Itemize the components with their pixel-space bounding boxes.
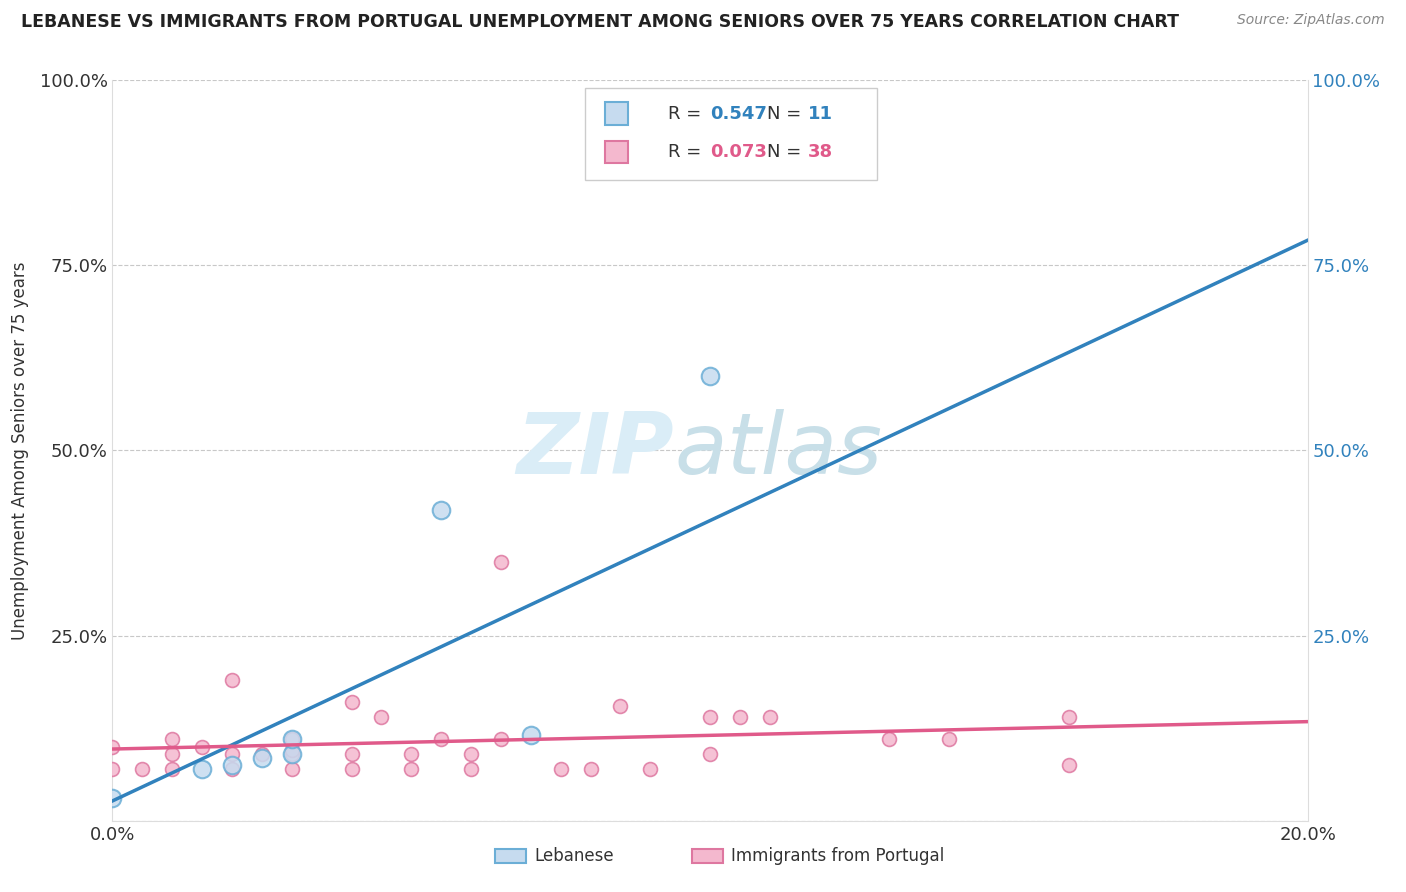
Text: N =: N = <box>768 104 807 122</box>
Point <box>281 732 304 747</box>
Text: N =: N = <box>768 143 807 161</box>
Point <box>162 747 183 761</box>
Point <box>221 762 243 776</box>
FancyBboxPatch shape <box>585 87 877 180</box>
Point <box>430 502 453 516</box>
Point <box>221 758 243 772</box>
Point <box>1057 710 1080 724</box>
Point <box>1057 758 1080 772</box>
Point <box>281 762 304 776</box>
Point <box>101 762 124 776</box>
Point <box>401 747 423 761</box>
Point <box>281 732 304 747</box>
Point <box>281 747 304 761</box>
Point <box>370 710 392 724</box>
Point <box>938 732 960 747</box>
Point <box>221 747 243 761</box>
FancyBboxPatch shape <box>605 103 628 125</box>
FancyBboxPatch shape <box>605 141 628 163</box>
Point <box>162 732 183 747</box>
Text: 0.547: 0.547 <box>710 104 766 122</box>
Point <box>281 743 304 757</box>
Text: atlas: atlas <box>675 409 882 492</box>
Point <box>250 750 273 764</box>
Point <box>191 739 214 754</box>
Point <box>699 369 721 384</box>
Point <box>520 729 543 743</box>
Text: 38: 38 <box>808 143 834 161</box>
Point <box>609 698 631 713</box>
Point <box>550 762 572 776</box>
Point <box>699 710 721 724</box>
Text: 11: 11 <box>808 104 832 122</box>
Point <box>340 762 363 776</box>
Y-axis label: Unemployment Among Seniors over 75 years: Unemployment Among Seniors over 75 years <box>10 261 28 640</box>
Point <box>460 747 482 761</box>
Point <box>879 732 901 747</box>
Point <box>489 732 512 747</box>
Text: Source: ZipAtlas.com: Source: ZipAtlas.com <box>1237 13 1385 28</box>
Text: R =: R = <box>668 104 707 122</box>
Point <box>728 710 751 724</box>
Point <box>101 739 124 754</box>
Point <box>699 747 721 761</box>
Text: 0.073: 0.073 <box>710 143 766 161</box>
Point <box>640 762 662 776</box>
Point <box>131 762 153 776</box>
Point <box>340 747 363 761</box>
Point <box>250 747 273 761</box>
Point <box>281 747 304 761</box>
Point <box>401 762 423 776</box>
Text: LEBANESE VS IMMIGRANTS FROM PORTUGAL UNEMPLOYMENT AMONG SENIORS OVER 75 YEARS CO: LEBANESE VS IMMIGRANTS FROM PORTUGAL UNE… <box>21 13 1180 31</box>
Text: ZIP: ZIP <box>516 409 675 492</box>
Point <box>460 762 482 776</box>
Point <box>101 791 124 805</box>
Point <box>191 762 214 776</box>
Point <box>430 732 453 747</box>
Text: R =: R = <box>668 143 707 161</box>
Point <box>221 673 243 687</box>
Point <box>489 555 512 569</box>
Point <box>579 762 602 776</box>
Point <box>162 762 183 776</box>
Text: Immigrants from Portugal: Immigrants from Portugal <box>731 847 945 865</box>
Point <box>340 695 363 709</box>
Text: Lebanese: Lebanese <box>534 847 614 865</box>
Point <box>759 710 782 724</box>
